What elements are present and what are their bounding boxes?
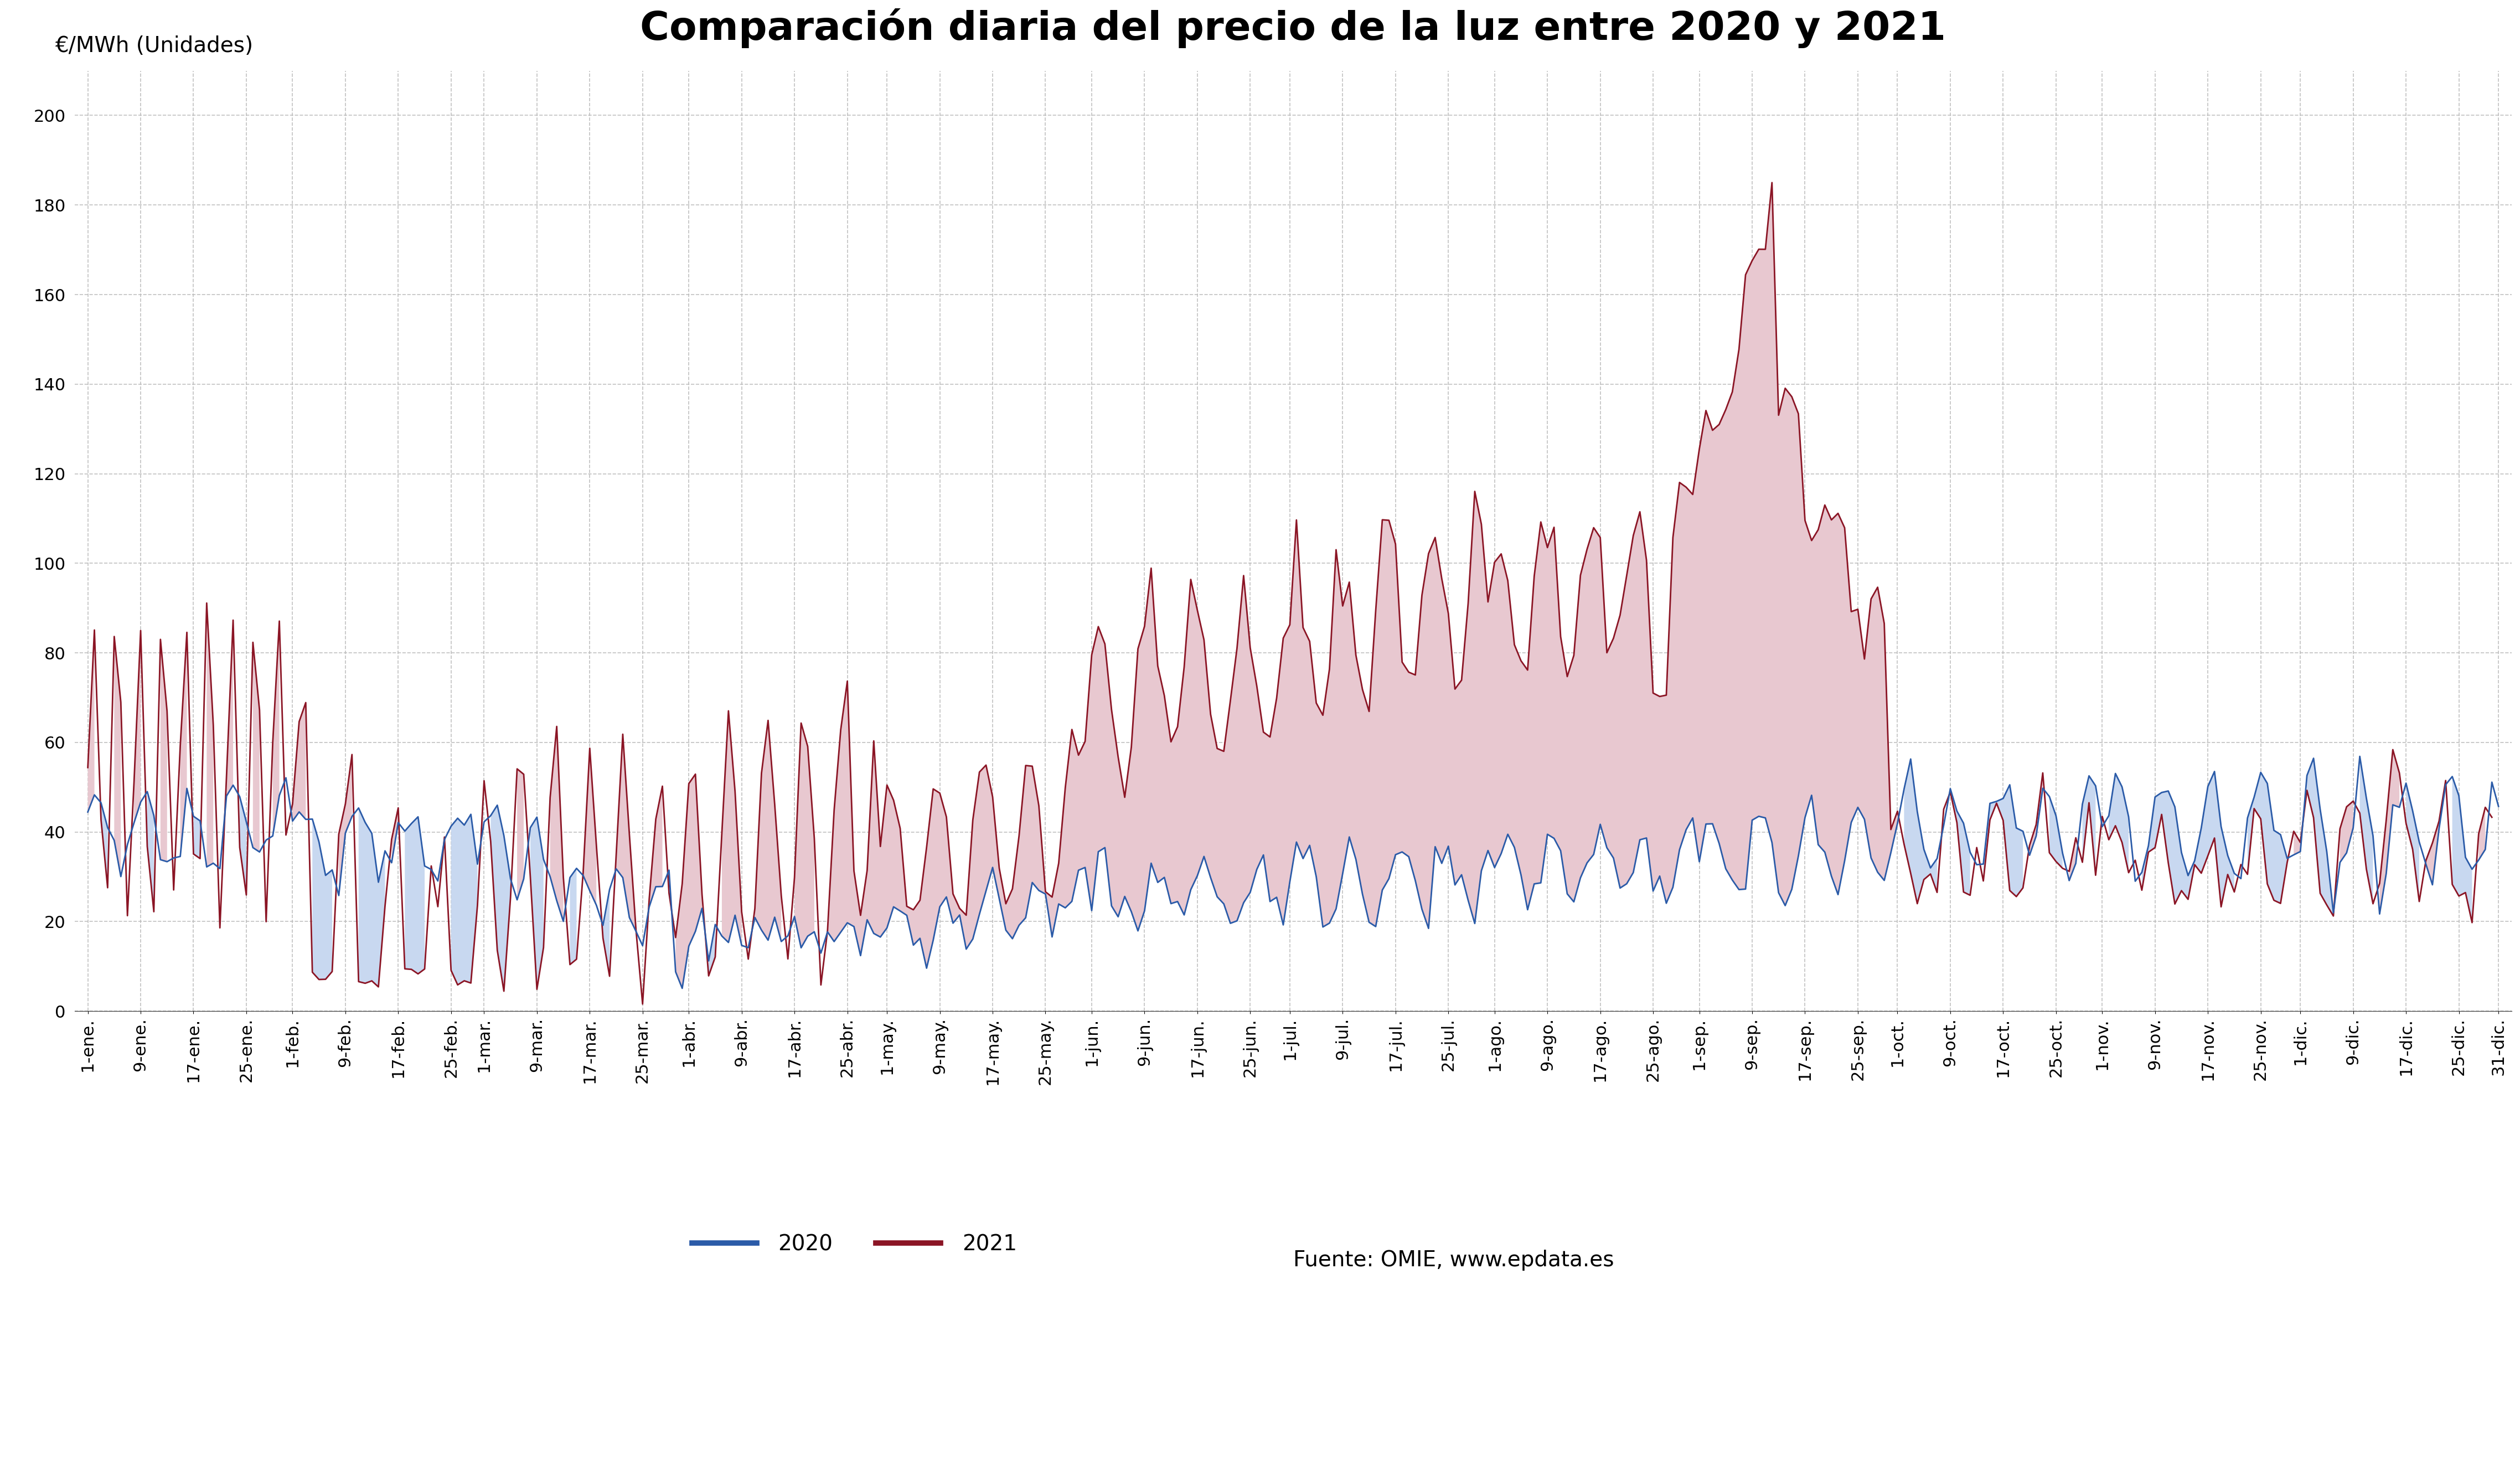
Legend: 2020, 2021: 2020, 2021 bbox=[683, 1225, 1026, 1264]
Text: Fuente: OMIE, www.epdata.es: Fuente: OMIE, www.epdata.es bbox=[1293, 1251, 1613, 1271]
Title: Comparación diaria del precio de la luz entre 2020 y 2021: Comparación diaria del precio de la luz … bbox=[640, 9, 1945, 49]
Text: €/MWh (Unidades): €/MWh (Unidades) bbox=[55, 36, 255, 56]
